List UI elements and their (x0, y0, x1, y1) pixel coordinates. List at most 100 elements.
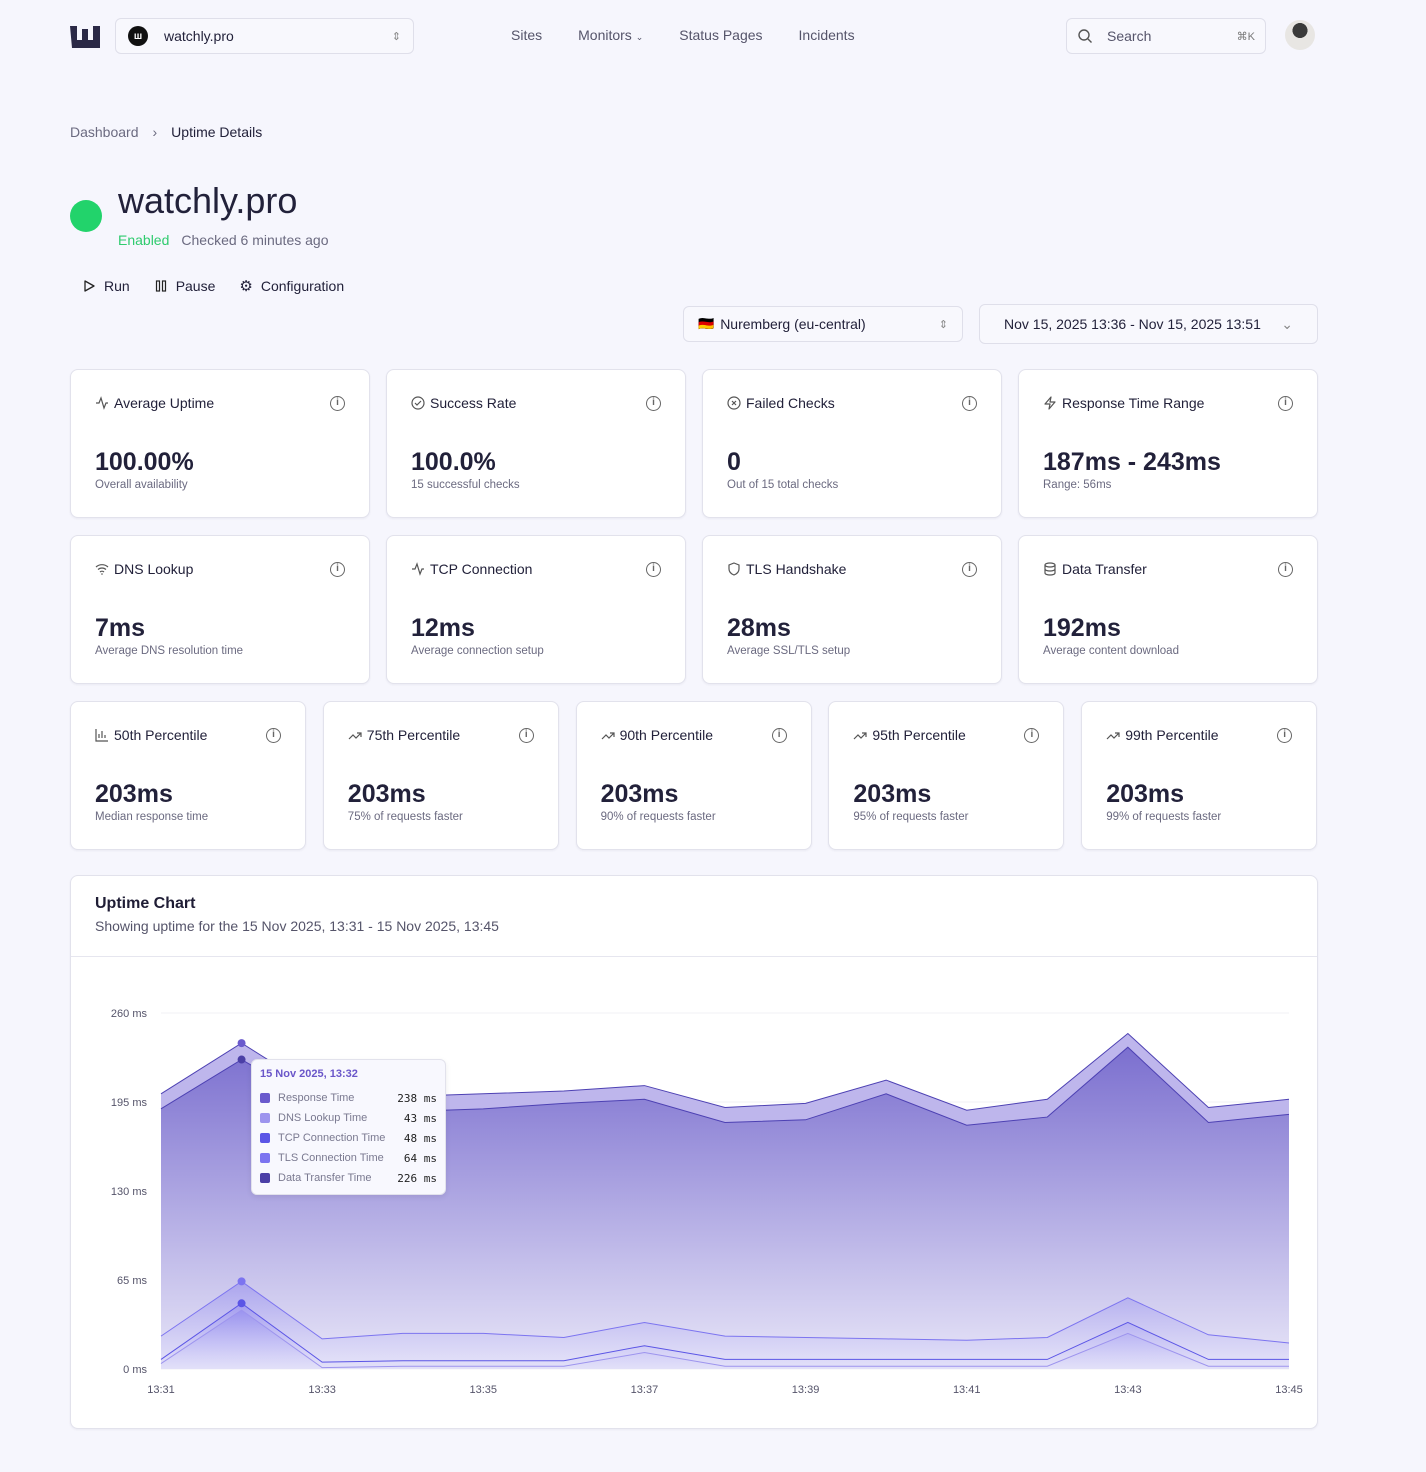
stat-header: 50th Percentile (95, 727, 207, 743)
stat-header: Success Rate (411, 395, 516, 411)
stat-value: 203ms (95, 780, 173, 808)
avatar[interactable] (1285, 20, 1315, 50)
info-icon[interactable]: i (771, 728, 787, 743)
search-input[interactable]: Search ⌘K (1066, 18, 1266, 54)
date-range-label: Nov 15, 2025 13:36 - Nov 15, 2025 13:51 (1004, 316, 1261, 332)
stat-value: 12ms (411, 614, 475, 642)
stat-label: TLS Handshake (746, 561, 847, 577)
stat-header: Failed Checks (727, 395, 835, 411)
x-tick-label: 13:39 (792, 1384, 820, 1396)
stat-card: TCP Connection i 12ms Average connection… (386, 535, 686, 684)
breadcrumb-dashboard[interactable]: Dashboard (70, 124, 139, 140)
tooltip-unit: ms (423, 1151, 437, 1165)
chart-subtitle: Showing uptime for the 15 Nov 2025, 13:3… (95, 918, 499, 934)
pause-button[interactable]: Pause (154, 277, 215, 295)
nav-incidents[interactable]: Incidents (798, 27, 855, 43)
info-icon[interactable]: i (1278, 562, 1293, 577)
stat-label: Data Transfer (1062, 561, 1147, 577)
info-icon[interactable]: i (962, 562, 977, 577)
trending-up-icon (348, 732, 362, 740)
tooltip-unit: ms (423, 1111, 437, 1125)
stat-value: 28ms (727, 614, 791, 642)
stat-value: 100.0% (411, 448, 496, 476)
x-tick-label: 13:37 (631, 1384, 659, 1396)
trending-up-icon (601, 732, 615, 740)
play-icon (84, 280, 95, 292)
stat-header: TCP Connection (411, 561, 532, 577)
chevron-down-icon: ⌄ (635, 32, 644, 42)
stat-value: 100.00% (95, 448, 194, 476)
y-tick-label: 195 ms (111, 1097, 148, 1109)
data-point[interactable] (237, 1039, 246, 1048)
date-range-picker[interactable]: Nov 15, 2025 13:36 - Nov 15, 2025 13:51 … (979, 304, 1318, 344)
data-point[interactable] (237, 1055, 246, 1064)
tooltip-value: 226 ms (397, 1172, 437, 1185)
tooltip-unit: ms (423, 1171, 437, 1185)
tooltip-label: Response Time (278, 1092, 355, 1104)
x-circle-icon (727, 396, 741, 410)
series-area (161, 1281, 1289, 1369)
info-icon[interactable]: i (518, 728, 534, 743)
info-icon[interactable]: i (962, 396, 977, 411)
configuration-button[interactable]: ⚙ Configuration (239, 277, 344, 295)
stat-description: 75% of requests faster (347, 811, 463, 823)
tooltip-label: TCP Connection Time (278, 1132, 386, 1144)
stat-label: 75th Percentile (366, 727, 461, 743)
data-point[interactable] (237, 1299, 246, 1308)
tooltip-label: Data Transfer Time (278, 1172, 372, 1184)
info-icon[interactable]: i (266, 728, 281, 743)
tooltip-number: 43 (403, 1111, 418, 1125)
chart-title: Uptime Chart (95, 895, 196, 912)
info-icon[interactable]: i (1278, 396, 1293, 411)
stat-label: 99th Percentile (1125, 727, 1219, 743)
stat-label: DNS Lookup (114, 561, 194, 577)
stat-label: Average Uptime (114, 395, 215, 411)
stat-description: Out of 15 total checks (727, 479, 839, 491)
data-point[interactable] (237, 1277, 246, 1286)
stat-value: 187ms - 243ms (1043, 448, 1221, 476)
stat-description: Average SSL/TLS setup (727, 645, 851, 657)
info-icon[interactable]: i (330, 562, 345, 577)
info-icon[interactable]: i (330, 396, 345, 411)
stat-description: Average DNS resolution time (95, 645, 244, 657)
main-nav: Sites Monitors ⌄ Status Pages Incidents (511, 27, 855, 43)
stat-description: Average content download (1043, 645, 1179, 657)
stat-header: Average Uptime (95, 395, 214, 411)
stat-card: DNS Lookup i 7ms Average DNS resolution … (70, 535, 370, 684)
tooltip-number: 238 (397, 1091, 418, 1105)
run-button[interactable]: Run (82, 277, 130, 295)
stat-value: 203ms (600, 780, 679, 808)
series-line (160, 1280, 1290, 1344)
stat-header: 99th Percentile (1106, 727, 1219, 743)
watchly-logo[interactable] (70, 26, 102, 48)
stat-card: 90th Percentile i 203ms 90% of requests … (575, 701, 812, 850)
region-select[interactable]: 🇩🇪 Nuremberg (eu-central) ⇕ (683, 306, 963, 342)
tooltip-row: TLS Connection Time 64 ms (260, 1148, 437, 1168)
info-icon[interactable]: i (1024, 728, 1040, 743)
stat-card: 75th Percentile i 203ms 75% of requests … (322, 701, 559, 850)
stat-header: 75th Percentile (348, 727, 460, 743)
nav-status-pages[interactable]: Status Pages (679, 27, 763, 43)
check-circle-icon (411, 396, 425, 410)
breadcrumb-current: Uptime Details (171, 124, 263, 140)
stat-header: 90th Percentile (601, 727, 713, 743)
breadcrumb: Dashboard › Uptime Details (70, 124, 262, 140)
nav-monitors[interactable]: Monitors ⌄ (578, 27, 643, 43)
info-icon[interactable]: i (1277, 728, 1293, 743)
site-selector[interactable]: ш watchly.pro ⇕ (115, 18, 414, 54)
region-label: Nuremberg (eu-central) (720, 316, 866, 332)
info-icon[interactable]: i (646, 396, 661, 411)
status-indicator (70, 200, 102, 232)
tooltip-unit: ms (423, 1131, 437, 1145)
stat-value: 192ms (1043, 614, 1121, 642)
chevron-down-icon: ⌄ (1281, 315, 1293, 332)
nav-monitors-label: Monitors (578, 27, 632, 43)
gear-icon: ⚙ (239, 278, 253, 295)
nav-sites[interactable]: Sites (511, 27, 543, 43)
trending-up-icon (1106, 732, 1120, 740)
stat-card: TLS Handshake i 28ms Average SSL/TLS set… (702, 535, 1002, 684)
stat-value: 7ms (95, 614, 146, 642)
stat-description: Median response time (95, 811, 209, 823)
stat-header: DNS Lookup (95, 561, 193, 577)
info-icon[interactable]: i (646, 562, 661, 577)
